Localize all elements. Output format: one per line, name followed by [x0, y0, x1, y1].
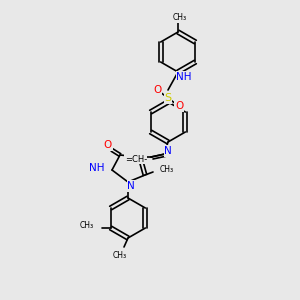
Text: NH: NH — [88, 163, 104, 173]
Text: CH₃: CH₃ — [160, 164, 174, 173]
Text: O: O — [104, 140, 112, 150]
Text: CH₃: CH₃ — [173, 14, 187, 22]
Text: N: N — [164, 146, 172, 156]
Text: CH₃: CH₃ — [113, 251, 127, 260]
Text: O: O — [175, 101, 183, 111]
Text: CH₃: CH₃ — [80, 221, 94, 230]
Text: S: S — [164, 93, 172, 103]
Text: NH: NH — [176, 72, 192, 82]
Text: N: N — [127, 181, 135, 191]
Text: =CH-: =CH- — [125, 154, 147, 164]
Text: O: O — [153, 85, 161, 95]
